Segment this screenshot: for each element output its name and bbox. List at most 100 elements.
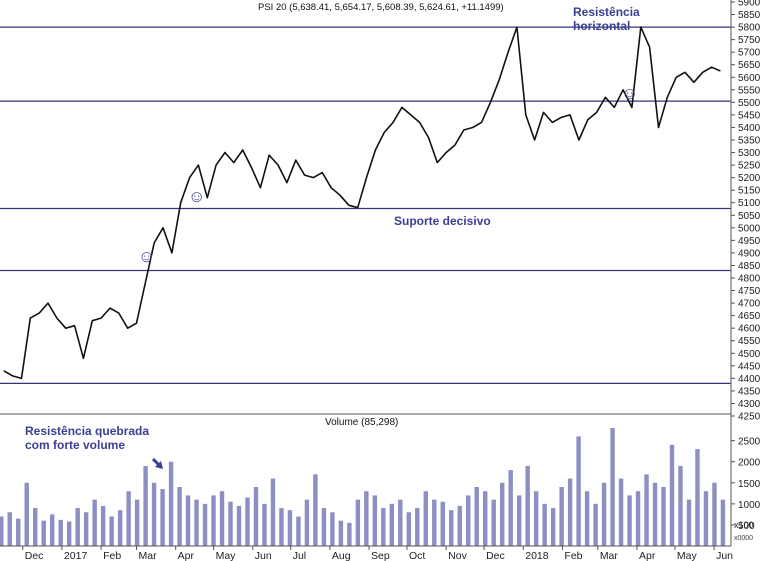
date-tick-label: Dec bbox=[25, 550, 44, 561]
volume-bar bbox=[228, 501, 233, 546]
volume-bar bbox=[627, 495, 632, 546]
date-tick-label: Nov bbox=[448, 550, 467, 561]
volume-axis-ticks: 500 1000 1500 2000 2500 bbox=[731, 437, 761, 532]
volume-bar bbox=[669, 444, 675, 546]
date-tick-label: May bbox=[216, 550, 237, 561]
price-tick-label: 5250 bbox=[738, 161, 761, 172]
volume-bar bbox=[406, 512, 412, 546]
date-tick-label: Jun bbox=[255, 550, 272, 561]
price-tick-label: 5900 bbox=[738, 0, 761, 9]
price-tick-label: 5000 bbox=[738, 223, 761, 234]
volume-bar bbox=[432, 499, 437, 546]
volume-bar bbox=[296, 516, 301, 546]
volume-bar bbox=[415, 508, 420, 546]
volume-bar bbox=[50, 514, 55, 546]
volume-bar bbox=[321, 508, 327, 546]
arrow-icon bbox=[151, 457, 163, 469]
date-tick-label: Feb bbox=[103, 550, 121, 561]
price-tick-label: 5150 bbox=[738, 186, 761, 197]
volume-bar bbox=[109, 516, 114, 546]
price-tick-label: 5850 bbox=[738, 10, 761, 21]
volume-bar bbox=[134, 499, 140, 546]
smiley-icon: ☺ bbox=[621, 84, 638, 103]
volume-bar bbox=[0, 516, 4, 546]
volume-bar bbox=[347, 522, 352, 546]
volume-bar bbox=[686, 499, 692, 546]
price-tick-label: 4750 bbox=[738, 286, 761, 297]
date-tick-label: Jun bbox=[716, 550, 733, 561]
volume-bar bbox=[126, 491, 131, 546]
volume-bar bbox=[542, 503, 547, 546]
price-tick-label: 5200 bbox=[738, 173, 761, 184]
price-tick-label: 5450 bbox=[738, 110, 761, 121]
volume-bar bbox=[516, 495, 522, 546]
volume-bar bbox=[423, 491, 428, 546]
price-tick-label: 5050 bbox=[738, 211, 761, 222]
volume-bar bbox=[75, 508, 80, 546]
volume-bar bbox=[449, 510, 454, 546]
volume-bar bbox=[117, 510, 123, 546]
smiley-icon: ☺ bbox=[138, 247, 155, 266]
volume-tick-label: 1500 bbox=[738, 479, 761, 490]
price-axis-ticks: 4250430043504400445045004550460046504700… bbox=[731, 0, 761, 423]
date-tick-label: Oct bbox=[409, 550, 425, 561]
volume-bar bbox=[168, 461, 174, 546]
volume-bar bbox=[194, 499, 199, 546]
volume-bar bbox=[355, 499, 361, 546]
volume-tick-label: 2500 bbox=[738, 437, 761, 448]
price-tick-label: 4950 bbox=[738, 236, 761, 247]
price-tick-label: 4350 bbox=[738, 386, 761, 397]
volume-bar bbox=[66, 521, 72, 546]
volume-bar bbox=[483, 491, 488, 546]
price-tick-label: 5300 bbox=[738, 148, 761, 159]
volume-bar bbox=[712, 482, 717, 546]
volume-bar bbox=[202, 503, 208, 546]
volume-bar bbox=[720, 499, 726, 546]
price-line bbox=[3, 26, 721, 380]
price-tick-label: 4800 bbox=[738, 274, 761, 285]
volume-bar bbox=[372, 495, 378, 546]
volume-bar bbox=[508, 470, 513, 546]
date-tick-label: Jul bbox=[293, 550, 306, 561]
volume-bar bbox=[474, 487, 479, 546]
volume-scale-label: x100 bbox=[734, 520, 754, 530]
volume-bar bbox=[287, 510, 293, 546]
volume-bar bbox=[279, 508, 284, 546]
volume-bar bbox=[58, 519, 63, 546]
volume-bar bbox=[177, 487, 182, 546]
price-tick-label: 4300 bbox=[738, 399, 761, 410]
price-tick-label: 5700 bbox=[738, 48, 761, 59]
volume-bar bbox=[270, 478, 276, 546]
volume-bar bbox=[593, 503, 598, 546]
date-tick-label: Dec bbox=[486, 550, 505, 561]
volume-bar bbox=[559, 487, 564, 546]
price-tick-label: 4450 bbox=[738, 361, 761, 372]
volume-bar bbox=[652, 482, 658, 546]
volume-bar bbox=[33, 508, 38, 546]
price-tick-label: 5600 bbox=[738, 73, 761, 84]
volume-tick-label: 1000 bbox=[738, 500, 761, 511]
horizontal-level-lines bbox=[0, 26, 731, 385]
volume-tick-label: 500 bbox=[738, 521, 755, 532]
price-tick-label: 4900 bbox=[738, 248, 761, 259]
volume-bar bbox=[695, 449, 700, 546]
volume-bar bbox=[610, 428, 615, 546]
volume-bar bbox=[211, 495, 216, 546]
date-tick-label: 2017 bbox=[64, 550, 88, 561]
date-tick-label: Feb bbox=[564, 550, 582, 561]
price-line-group bbox=[3, 26, 721, 380]
volume-bar bbox=[151, 482, 157, 546]
price-tick-label: 5500 bbox=[738, 98, 761, 109]
price-tick-label: 5100 bbox=[738, 198, 761, 209]
volume-bar bbox=[491, 499, 496, 546]
price-tick-label: 4850 bbox=[738, 261, 761, 272]
volume-bar bbox=[253, 487, 259, 546]
volume-bar bbox=[381, 508, 386, 546]
volume-bar bbox=[262, 503, 267, 546]
volume-bar bbox=[245, 497, 250, 546]
price-tick-label: 4550 bbox=[738, 336, 761, 347]
price-tick-label: 4700 bbox=[738, 299, 761, 310]
volume-bar bbox=[41, 520, 46, 546]
volume-bar bbox=[389, 503, 395, 546]
date-axis-ticks: Dec 2017 Feb Mar Apr May Jun Jul Aug Sep Oct Nov Dec… bbox=[22, 546, 733, 561]
